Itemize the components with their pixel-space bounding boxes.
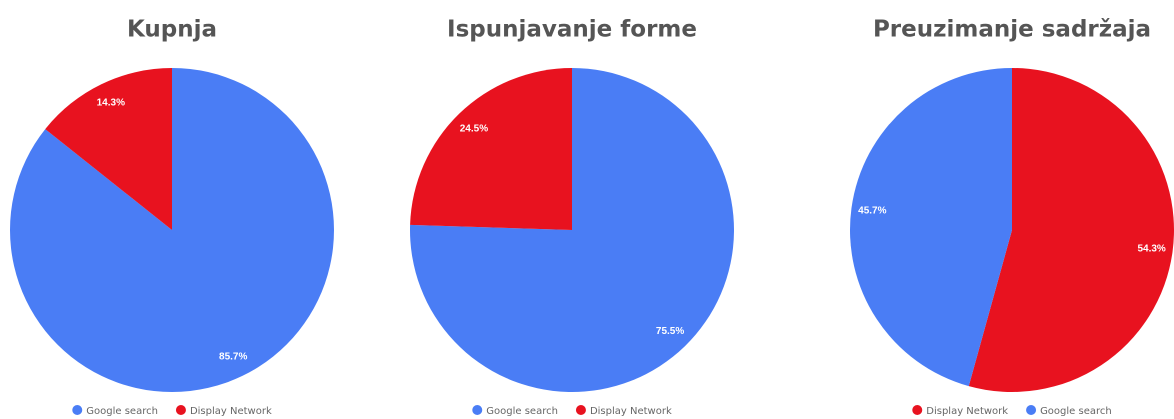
pie-slice	[410, 68, 572, 230]
value-label: 24.5%	[460, 123, 488, 134]
legend-label: Google search	[1040, 406, 1112, 417]
pie-slice	[410, 68, 735, 393]
chart-title: Ispunjavanje forme	[447, 17, 697, 43]
legend-label: Display Network	[190, 406, 272, 417]
pie-slice	[45, 68, 173, 230]
legend-label: Display Network	[590, 406, 672, 417]
legend-marker	[1026, 405, 1037, 415]
legend-marker	[912, 405, 923, 415]
legend-marker	[472, 405, 483, 415]
legend-label: Display Network	[926, 406, 1008, 417]
value-label: 85.7%	[219, 352, 247, 363]
legend-marker	[175, 405, 186, 415]
legend-marker	[72, 405, 83, 415]
pie-slice	[850, 68, 1012, 387]
legend-label: Google search	[486, 406, 558, 417]
chart-title: Kupnja	[127, 17, 217, 43]
legend-marker	[575, 405, 586, 415]
chart-title: Preuzimanje sadržaja	[873, 17, 1151, 43]
value-label: 14.3%	[97, 98, 125, 109]
value-label: 75.5%	[656, 326, 684, 337]
pie-slice	[10, 68, 334, 392]
pie-slice	[968, 68, 1174, 392]
legend-label: Google search	[86, 406, 158, 417]
value-label: 54.3%	[1137, 244, 1165, 255]
value-label: 45.7%	[858, 206, 886, 217]
